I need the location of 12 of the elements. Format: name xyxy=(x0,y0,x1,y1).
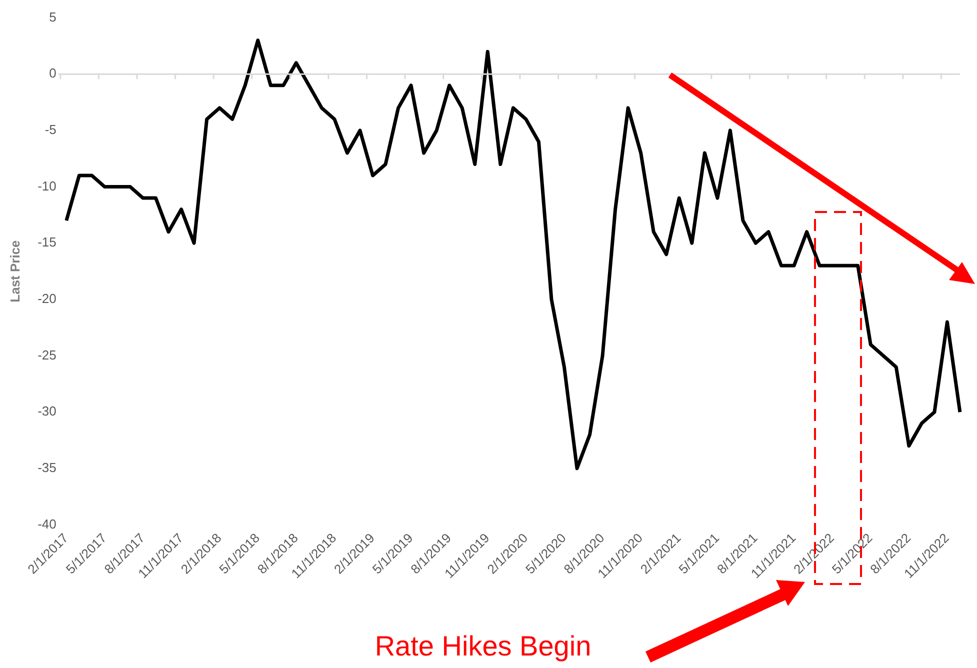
y-tick-label: -40 xyxy=(38,516,56,532)
y-tick-label: -10 xyxy=(38,178,56,194)
y-tick-label: -20 xyxy=(38,291,56,306)
text: Rate Hikes Begin xyxy=(374,630,592,662)
y-tick-label: -5 xyxy=(44,122,56,138)
y-tick-label: 5 xyxy=(49,9,56,24)
y-tick-label: 0 xyxy=(49,66,56,81)
y-tick-label: -15 xyxy=(38,234,56,250)
y-tick-label: -30 xyxy=(38,404,56,419)
y-tick-label: -25 xyxy=(38,347,56,362)
y-tick-label: -35 xyxy=(38,460,56,476)
y-axis-title: Last Price xyxy=(7,240,22,302)
